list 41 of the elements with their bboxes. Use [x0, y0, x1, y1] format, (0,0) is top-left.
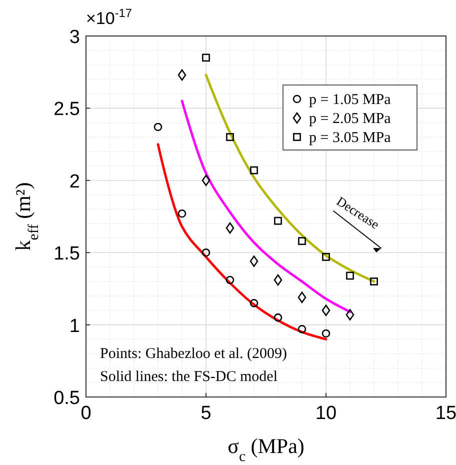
point [298, 292, 306, 304]
point [274, 216, 282, 225]
y-tick-label: 3 [69, 27, 80, 48]
point [370, 278, 378, 286]
point [250, 256, 258, 267]
point [250, 298, 258, 308]
text: ×10$^{-17}$ [86, 6, 132, 28]
point [322, 252, 330, 261]
point [322, 329, 330, 338]
point [202, 248, 210, 257]
point [178, 69, 186, 81]
y-tick-label: 2.5 [54, 99, 80, 120]
point [346, 272, 354, 280]
y-tick-label: 1 [69, 316, 80, 337]
y-tick-label: 2 [69, 171, 80, 192]
point [250, 166, 258, 174]
annotation: Solid lines: the FS-DC model [100, 369, 278, 386]
point [298, 324, 306, 334]
x-tick-label: 15 [435, 403, 456, 424]
point [202, 174, 210, 186]
point [298, 237, 306, 245]
point [226, 133, 234, 142]
point [346, 309, 354, 320]
x-tick-label: 5 [200, 403, 212, 424]
x-axis-title: σ$_{c}$ (MPa) [228, 434, 304, 465]
point [322, 304, 330, 316]
point [226, 222, 234, 234]
point [226, 276, 234, 284]
point [202, 54, 210, 62]
x-tick-label: 10 [315, 403, 337, 424]
point [274, 313, 282, 322]
y-tick-label: 1.5 [54, 244, 80, 265]
point [154, 122, 162, 132]
legend-label: p = 1.05 MPa [309, 92, 392, 108]
annotation: Points: Ghabezloo et al. (2009) [100, 346, 288, 362]
point [178, 209, 186, 218]
y-tick-label: 0.5 [54, 388, 80, 409]
legend-label: p = 3.05 MPa [309, 130, 392, 146]
x-tick-label: 0 [80, 403, 92, 424]
point [274, 274, 282, 286]
legend-label: p = 2.05 MPa [309, 111, 392, 127]
